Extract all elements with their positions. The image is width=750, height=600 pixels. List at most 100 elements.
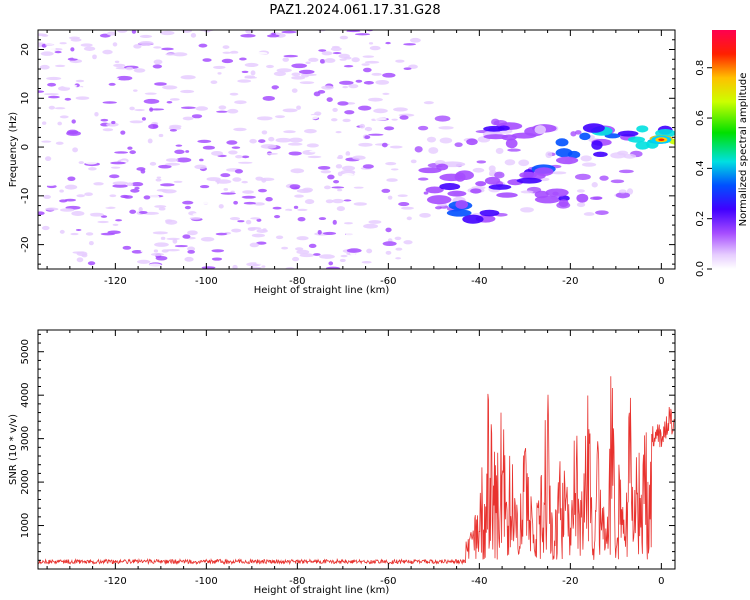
noise-blob (292, 50, 304, 55)
noise-blob (187, 246, 196, 252)
noise-blob (216, 110, 228, 113)
spectrogram-y-tick-label: 0 (20, 144, 31, 150)
noise-blob (351, 57, 360, 63)
noise-blob (55, 141, 64, 145)
noise-blob (123, 195, 133, 199)
noise-blob (364, 60, 380, 64)
colorbar-tick-label: 0.6 (695, 110, 706, 126)
noise-blob (125, 66, 134, 71)
snr-y-tick-label: 4000 (20, 382, 31, 407)
noise-blob (309, 150, 318, 153)
colorbar-tick-label: 0.4 (695, 160, 706, 176)
noise-blob (346, 30, 361, 33)
noise-blob (271, 85, 279, 90)
noise-blob (288, 151, 302, 156)
noise-blob (138, 207, 143, 212)
noise-blob (147, 263, 162, 269)
noise-blob (384, 126, 395, 131)
noise-blob (166, 158, 179, 162)
noise-blob (374, 117, 387, 121)
noise-blob (73, 102, 84, 106)
noise-blob (275, 235, 284, 240)
colorbar-label: Normalized spectral amplitude (738, 73, 749, 227)
noise-blob (243, 98, 249, 101)
noise-blob (76, 194, 86, 198)
noise-blob (292, 256, 300, 262)
noise-blob (247, 227, 256, 231)
noise-blob (129, 209, 137, 214)
noise-blob (618, 169, 634, 174)
noise-blob (160, 183, 175, 187)
noise-blob (332, 219, 337, 225)
noise-blob (234, 169, 244, 174)
noise-blob (387, 195, 393, 200)
noise-blob (140, 249, 149, 254)
noise-blob (236, 44, 242, 49)
noise-blob (256, 30, 268, 34)
noise-blob (352, 155, 366, 160)
noise-blob (397, 194, 408, 198)
noise-blob (132, 157, 144, 160)
noise-blob (283, 179, 290, 185)
noise-blob (319, 254, 335, 259)
noise-blob (337, 101, 349, 106)
noise-blob (182, 200, 194, 205)
noise-blob (38, 211, 45, 216)
noise-blob (318, 49, 327, 52)
noise-blob (574, 173, 591, 180)
noise-blob (202, 58, 212, 62)
noise-blob (339, 80, 354, 85)
noise-blob (67, 176, 76, 182)
signal-blob (418, 167, 442, 174)
noise-blob (390, 168, 399, 171)
noise-blob (227, 108, 239, 114)
noise-blob (256, 261, 268, 265)
noise-blob (244, 62, 259, 67)
noise-blob (136, 32, 145, 35)
noise-blob (241, 195, 257, 199)
noise-blob (308, 133, 323, 138)
noise-blob (149, 161, 157, 166)
noise-blob (304, 199, 315, 205)
noise-blob (229, 135, 237, 139)
noise-blob (308, 243, 317, 249)
noise-blob (100, 118, 109, 122)
noise-blob (165, 248, 180, 252)
signal-blob (479, 209, 500, 217)
noise-blob (84, 192, 93, 197)
noise-blob (169, 129, 177, 132)
noise-blob (403, 240, 413, 245)
noise-blob (362, 164, 374, 169)
signal-blob (567, 150, 581, 159)
noise-blob (182, 116, 194, 121)
noise-blob (314, 111, 322, 116)
noise-blob (326, 97, 333, 102)
noise-blob (279, 210, 293, 215)
noise-blob (385, 250, 392, 255)
noise-blob (295, 247, 304, 251)
noise-blob (180, 75, 196, 80)
spectrogram-blobs (38, 30, 675, 269)
noise-blob (256, 218, 262, 222)
noise-blob (347, 228, 361, 234)
noise-blob (258, 188, 267, 193)
noise-blob (112, 42, 118, 47)
noise-blob (235, 154, 243, 159)
noise-blob (94, 103, 110, 106)
noise-blob (520, 207, 534, 213)
noise-blob (59, 189, 64, 193)
snr-x-tick-label: -100 (195, 576, 218, 587)
noise-blob (615, 192, 630, 199)
signal-blob (447, 190, 467, 197)
noise-blob (337, 171, 343, 177)
noise-blob (317, 229, 322, 235)
noise-blob (260, 144, 277, 149)
noise-blob (54, 264, 68, 268)
noise-blob (184, 256, 194, 262)
noise-blob (245, 30, 254, 34)
noise-blob (391, 181, 404, 186)
noise-blob (265, 187, 274, 190)
noise-blob (234, 89, 248, 94)
noise-blob (154, 82, 167, 86)
noise-blob (307, 155, 322, 159)
